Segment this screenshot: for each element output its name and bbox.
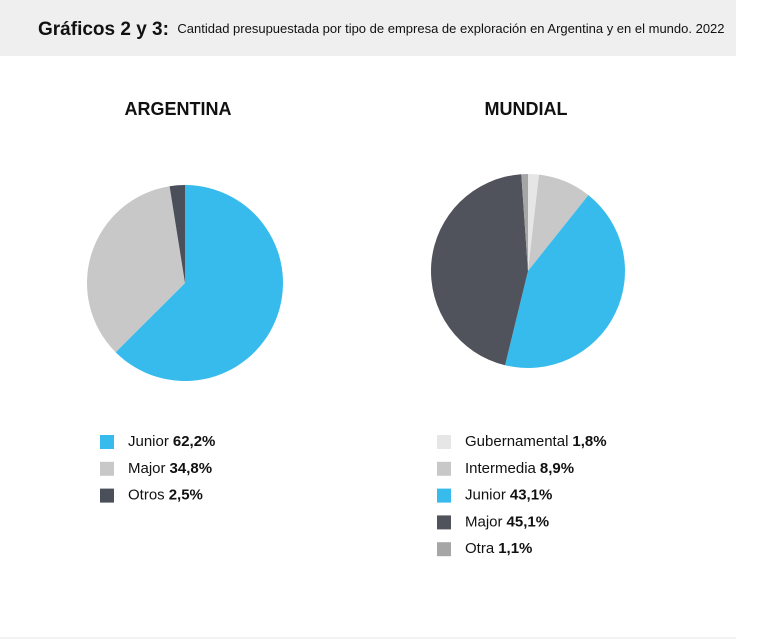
legend-swatch <box>100 488 114 503</box>
legend-entry: Otros 2,5% <box>128 487 203 504</box>
chart-title: ARGENTINA <box>125 99 232 119</box>
legend-label: Junior <box>128 433 169 450</box>
legend-swatch <box>437 461 451 476</box>
pie-slice <box>528 174 539 271</box>
legend-entry: Major 45,1% <box>465 513 549 530</box>
header-subtitle: Cantidad presupuestada por tipo de empre… <box>177 21 724 36</box>
legend-value: 43,1% <box>510 487 553 504</box>
legend-label: Otra <box>465 540 495 557</box>
header: Gráficos 2 y 3: Cantidad presupuestada p… <box>38 19 725 40</box>
legend-swatch <box>100 461 114 476</box>
header-bar <box>0 0 736 56</box>
legend-value: 1,1% <box>498 540 532 557</box>
legend-label: Gubernamental <box>465 433 568 450</box>
legend-value: 1,8% <box>572 433 606 450</box>
legend-entry: Intermedia 8,9% <box>465 460 574 477</box>
pie-slice <box>86 186 185 353</box>
legend-entry: Junior 62,2% <box>128 433 215 450</box>
legend-entry: Gubernamental 1,8% <box>465 433 607 450</box>
chart-title: MUNDIAL <box>485 99 568 119</box>
legend-label: Major <box>465 513 503 530</box>
legend-entry: Otra 1,1% <box>465 540 532 557</box>
legend-swatch <box>100 435 114 449</box>
legend-label: Intermedia <box>465 460 537 477</box>
legend-label: Major <box>128 460 166 477</box>
pie-slice <box>505 195 625 368</box>
legend-value: 45,1% <box>507 513 550 530</box>
legend-swatch <box>437 515 451 530</box>
pie-slice <box>430 174 528 366</box>
legend-label: Junior <box>465 487 506 504</box>
legend-label: Otros <box>128 487 165 504</box>
legend-swatch <box>437 542 451 557</box>
legend-swatch <box>437 435 451 449</box>
pie-slice <box>169 185 185 283</box>
legend-swatch <box>437 488 451 503</box>
legend-value: 34,8% <box>170 460 213 477</box>
pie-slice <box>115 185 283 381</box>
legend-entry: Major 34,8% <box>128 460 212 477</box>
legend-value: 2,5% <box>169 487 203 504</box>
pie-slice <box>521 174 528 271</box>
legend-value: 62,2% <box>173 433 216 450</box>
legend-entry: Junior 43,1% <box>465 487 552 504</box>
pie-slice <box>528 174 589 271</box>
legend-value: 8,9% <box>540 460 574 477</box>
header-title: Gráficos 2 y 3: <box>38 19 169 40</box>
